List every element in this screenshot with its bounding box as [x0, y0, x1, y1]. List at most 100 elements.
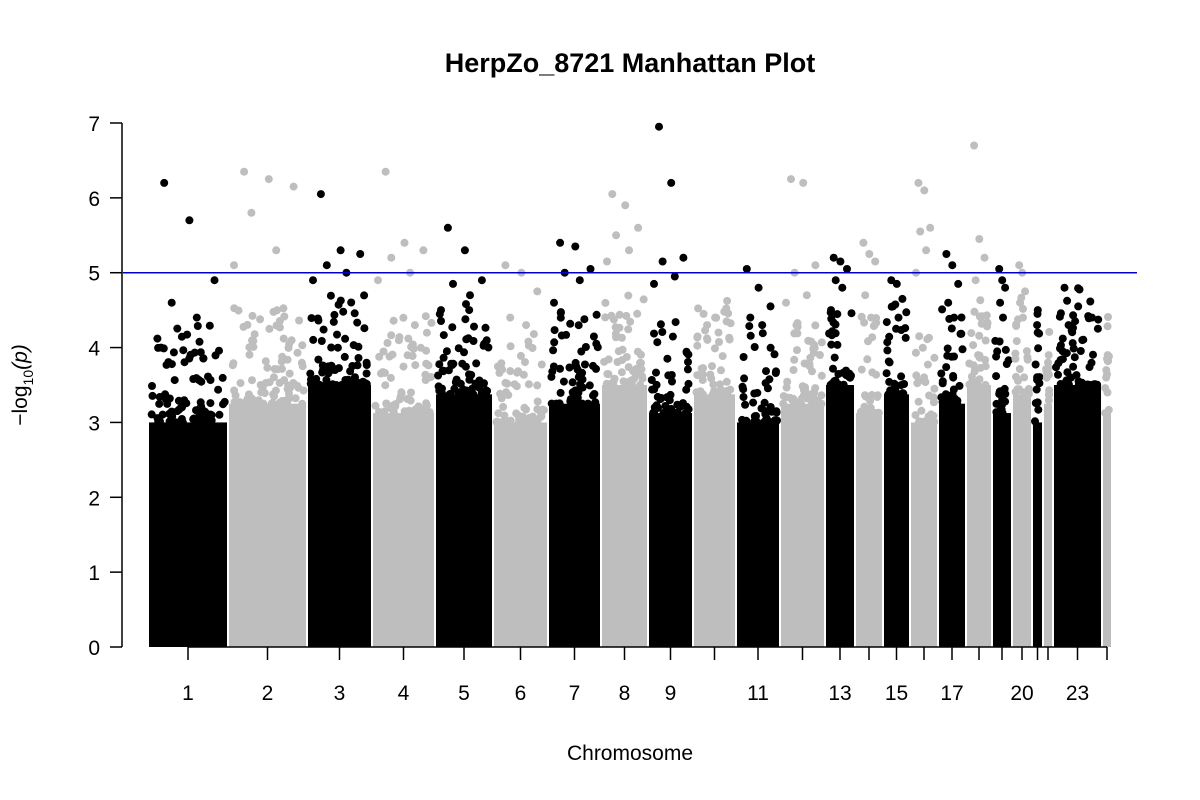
chromosome-2-snp-band: [229, 403, 306, 647]
top-hit-point: [703, 321, 712, 330]
snp-point: [197, 417, 206, 426]
snp-point: [533, 381, 542, 390]
snp-point: [515, 418, 523, 427]
snp-point: [164, 358, 173, 367]
snp-point: [833, 310, 842, 319]
snp-point: [464, 334, 473, 343]
top-hit-point: [185, 216, 194, 225]
snp-point: [708, 390, 717, 399]
snp-point: [793, 319, 802, 328]
snp-point: [618, 356, 627, 365]
snp-point: [915, 332, 924, 341]
snp-point: [766, 343, 775, 352]
snp-point: [506, 367, 515, 376]
x-tick-label: 13: [828, 682, 851, 705]
snp-point: [638, 374, 647, 383]
snp-point: [1045, 391, 1053, 399]
snp-point: [761, 407, 770, 416]
snp-point: [155, 393, 164, 401]
snp-point: [169, 348, 178, 357]
snp-point: [750, 343, 759, 351]
snp-point: [1094, 315, 1103, 324]
snp-point: [868, 368, 877, 377]
snp-point: [279, 334, 288, 343]
snp-point: [762, 367, 770, 376]
snp-point: [746, 331, 755, 340]
snp-point: [883, 346, 892, 355]
top-hit-point: [621, 201, 630, 210]
top-hit-point: [843, 265, 851, 273]
chromosome-21-snp-band: [1033, 422, 1042, 647]
snp-point: [943, 351, 952, 360]
top-hit-point: [322, 261, 331, 270]
snp-point: [182, 399, 191, 408]
snp-point: [624, 363, 633, 372]
snp-point: [632, 370, 641, 379]
svg-text:−log10(p): −log10(p): [9, 344, 36, 426]
snp-point: [684, 358, 692, 366]
top-hit-point: [970, 141, 979, 150]
snp-point: [930, 384, 939, 393]
y-axis-label-sub: 10: [20, 370, 36, 386]
snp-point: [901, 333, 910, 342]
snp-point: [790, 329, 799, 338]
snp-point: [637, 350, 645, 359]
snp-point: [361, 379, 370, 388]
snp-point: [652, 380, 661, 389]
top-hit-point: [374, 276, 382, 285]
snp-point: [408, 352, 417, 360]
snp-point: [921, 378, 930, 387]
snp-point: [668, 332, 677, 341]
snp-point: [779, 392, 788, 401]
snp-point: [179, 346, 188, 355]
snp-point: [911, 348, 920, 357]
top-hit-point: [867, 313, 876, 322]
top-hit-point: [1016, 298, 1025, 307]
snp-point: [772, 367, 780, 376]
snp-point: [779, 399, 788, 408]
snp-point: [199, 354, 208, 363]
snp-point: [969, 341, 978, 350]
snp-point: [556, 308, 565, 317]
top-hit-point: [894, 313, 903, 322]
snp-point: [189, 415, 198, 424]
x-tick-label: 3: [334, 682, 346, 705]
snp-point: [568, 399, 577, 408]
top-hit-point: [926, 223, 935, 232]
snp-point: [601, 298, 610, 307]
snp-point: [808, 399, 816, 408]
snp-point: [462, 388, 471, 397]
x-tick-label: 2: [262, 682, 274, 705]
snp-point: [506, 342, 515, 351]
top-hit-point: [980, 253, 989, 262]
top-hit-point: [160, 178, 169, 187]
top-hit-point: [460, 246, 469, 255]
top-hit-point: [1015, 261, 1024, 270]
chromosome-8-snp-band: [602, 385, 647, 647]
snp-point: [452, 375, 461, 384]
snp-point: [693, 332, 702, 341]
snp-point: [663, 354, 672, 363]
snp-point: [309, 335, 318, 344]
chromosome-19-snp-band: [993, 413, 1011, 647]
snp-point: [578, 399, 587, 408]
snp-point: [957, 313, 966, 322]
snp-point: [147, 410, 156, 419]
snp-point: [992, 372, 1001, 381]
snp-point: [427, 318, 436, 327]
snp-point: [624, 291, 633, 300]
chart-title: HerpZo_8721 Manhattan Plot: [445, 48, 816, 78]
snp-point: [1076, 347, 1085, 355]
snp-point: [967, 329, 976, 338]
top-hit-point: [501, 261, 510, 270]
snp-point: [825, 329, 834, 338]
snp-point: [1055, 312, 1064, 321]
top-hit-point: [533, 287, 542, 296]
chromosome-21-points: [1031, 306, 1044, 647]
top-hit-point: [625, 246, 633, 255]
snp-point: [422, 328, 431, 337]
snp-point: [1069, 344, 1078, 353]
snp-point: [1052, 363, 1060, 372]
top-hit-point: [575, 276, 584, 285]
x-tick-label: 8: [619, 682, 631, 705]
